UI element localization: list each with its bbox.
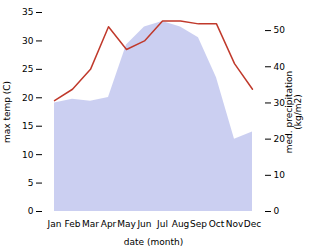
svg-text:0: 0 [28, 206, 34, 216]
svg-text:50: 50 [274, 25, 286, 35]
svg-text:40: 40 [274, 62, 286, 72]
svg-text:20: 20 [22, 93, 34, 103]
svg-text:Oct: Oct [209, 219, 225, 229]
svg-text:Jun: Jun [136, 219, 151, 229]
svg-text:30: 30 [22, 36, 34, 46]
svg-text:Aug: Aug [172, 219, 190, 229]
svg-text:0: 0 [274, 206, 280, 216]
svg-text:20: 20 [273, 134, 285, 144]
svg-text:5: 5 [28, 178, 34, 188]
svg-text:Dec: Dec [244, 219, 261, 229]
svg-text:Sep: Sep [190, 219, 207, 229]
svg-text:30: 30 [273, 97, 285, 108]
svg-text:May: May [117, 219, 136, 229]
svg-text:Apr: Apr [101, 219, 117, 229]
svg-text:10: 10 [22, 150, 34, 160]
svg-text:25: 25 [22, 64, 33, 74]
svg-text:Jan: Jan [47, 219, 62, 229]
svg-text:Nov: Nov [226, 219, 244, 229]
svg-text:date (month): date (month) [124, 237, 183, 247]
svg-text:Feb: Feb [65, 219, 81, 229]
svg-text:Mar: Mar [82, 219, 99, 229]
svg-text:35: 35 [22, 7, 33, 17]
svg-text:Jul: Jul [156, 219, 168, 229]
svg-text:med. precipitation(kg/m2): med. precipitation(kg/m2) [284, 71, 303, 153]
svg-text:max temp (C): max temp (C) [2, 81, 12, 143]
svg-text:10: 10 [274, 170, 286, 180]
svg-text:15: 15 [22, 121, 33, 131]
